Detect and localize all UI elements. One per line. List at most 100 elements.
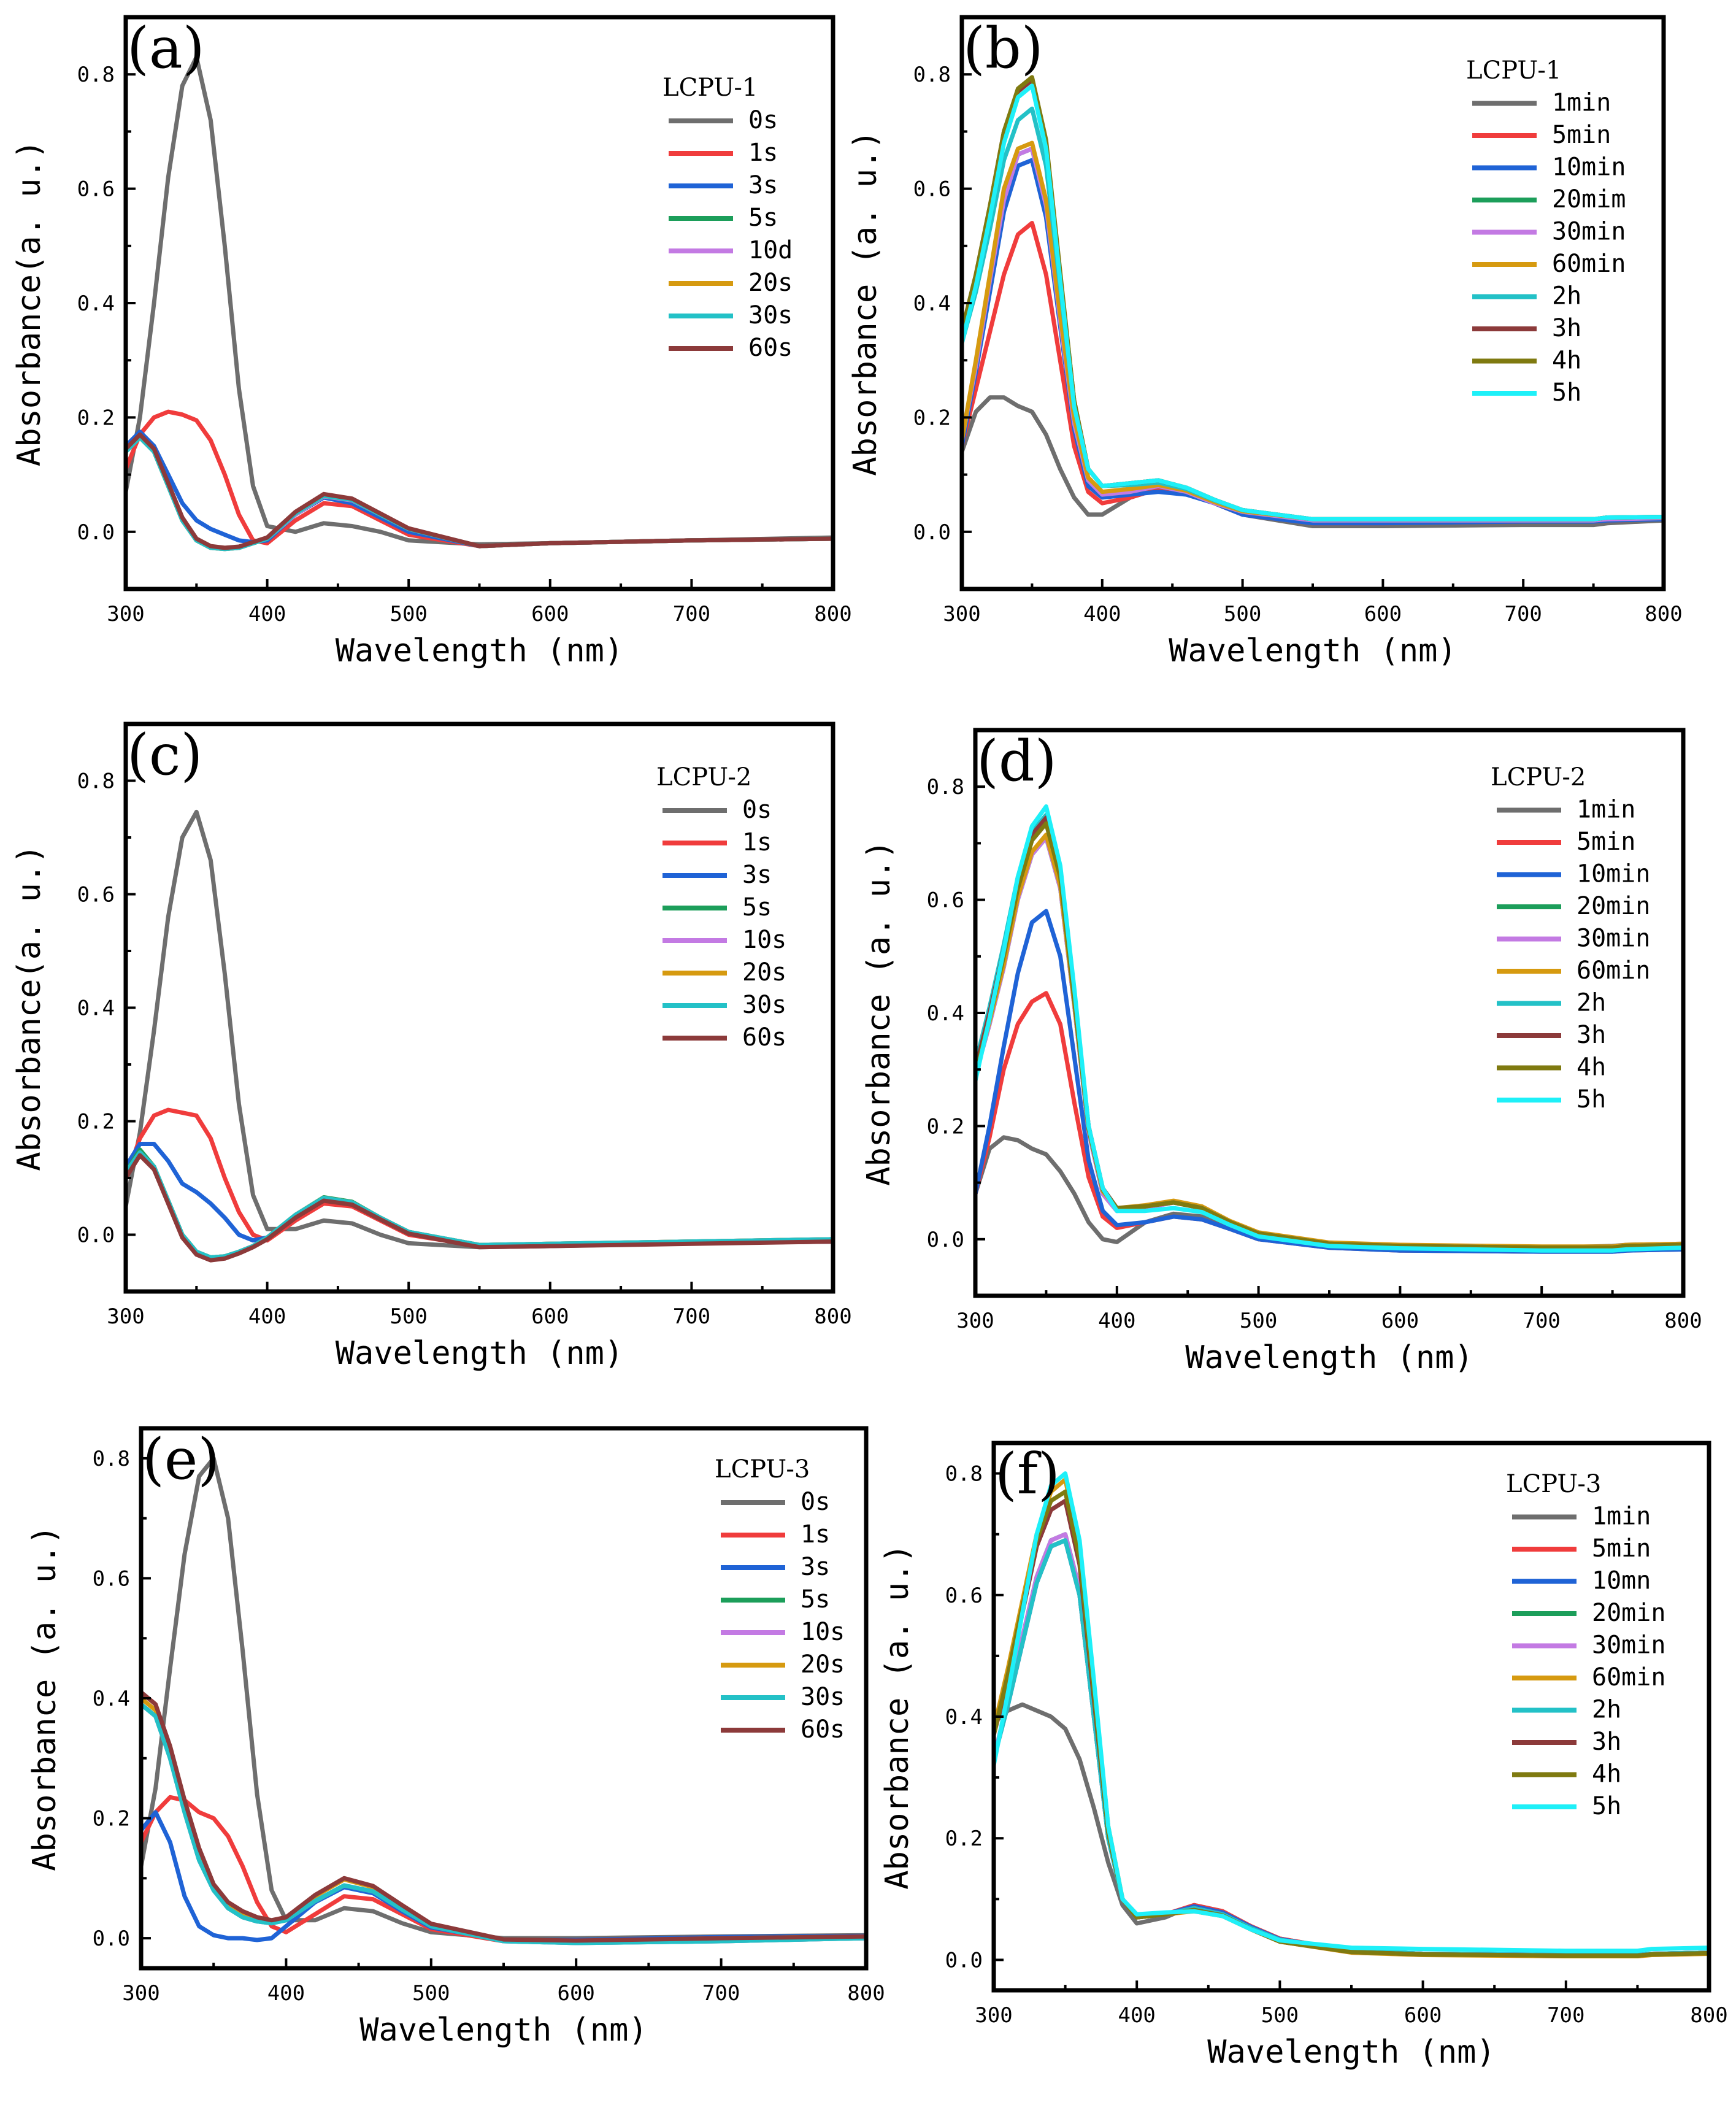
- series-group: [994, 1471, 1709, 1958]
- y-tick-label: 0.2: [927, 1114, 964, 1139]
- legend-label-1min: 1min: [1552, 89, 1611, 117]
- x-tick-label: 400: [248, 602, 286, 626]
- x-tick-label: 400: [267, 1981, 305, 2006]
- panel-b: 300 400 500 600 700 800 0.0 0.2 0.4 0.6 0.8 Wavelen…: [847, 15, 1683, 669]
- legend-label-20mim: 20mim: [1552, 185, 1626, 214]
- series-line-5h: [994, 1471, 1709, 1953]
- y-tick-label: 0.6: [77, 883, 115, 907]
- y-tick-label: 0.6: [927, 888, 964, 913]
- series-group: [126, 55, 833, 552]
- x-tick-label: 300: [107, 1304, 144, 1329]
- series-group: [975, 804, 1683, 1254]
- x-tick-label: 300: [943, 602, 980, 626]
- legend-label-60min: 60min: [1577, 956, 1650, 985]
- x-tick-label: 300: [107, 602, 144, 626]
- y-tick-label: 0.4: [945, 1705, 983, 1730]
- legend-label-30s: 30s: [742, 991, 786, 1019]
- legend-label-30min: 30min: [1577, 925, 1650, 953]
- x-tick-label: 500: [1261, 2003, 1299, 2028]
- x-tick-label: 600: [1404, 2003, 1442, 2028]
- y-tick-label: 0.0: [913, 520, 951, 545]
- x-tick-label: 600: [1381, 1309, 1419, 1333]
- legend-label-60s: 60s: [748, 334, 793, 362]
- x-axis-title: Wavelength (nm): [359, 2012, 648, 2049]
- legend-label-4h: 4h: [1552, 347, 1581, 375]
- y-tick-label: 0.8: [77, 769, 115, 794]
- y-tick-label: 0.8: [927, 775, 964, 799]
- panel-label: (e): [142, 1426, 220, 1492]
- legend-label-3h: 3h: [1552, 314, 1581, 342]
- x-tick-label: 300: [122, 1981, 159, 2006]
- x-tick-label: 600: [557, 1981, 594, 2006]
- x-tick-label: 800: [847, 1981, 885, 2006]
- panel-c: 300 400 500 600 700 800 0.0 0.2 0.4 0.6 0.8 Wavelen…: [11, 722, 852, 1372]
- legend-label-3h: 3h: [1592, 1728, 1621, 1756]
- legend-label-10mn: 10mn: [1592, 1567, 1651, 1595]
- legend-label-10min: 10min: [1552, 153, 1626, 182]
- panel-label: (b): [963, 15, 1043, 81]
- x-tick-label: 800: [814, 602, 851, 626]
- y-tick-label: 0.8: [945, 1462, 983, 1487]
- legend-label-60s: 60s: [801, 1715, 845, 1744]
- legend-label-4h: 4h: [1592, 1760, 1621, 1788]
- x-tick-label: 600: [531, 1304, 569, 1329]
- legend-label-0s: 0s: [742, 796, 772, 824]
- y-tick-label: 0.4: [93, 1687, 130, 1711]
- x-axis-title: Wavelength (nm): [1185, 1339, 1473, 1376]
- x-axis-title: Wavelength (nm): [1169, 633, 1457, 669]
- x-tick-label: 800: [1645, 602, 1682, 626]
- x-tick-label: 700: [1504, 602, 1542, 626]
- legend-label-1s: 1s: [748, 139, 778, 167]
- y-tick-label: 0.2: [913, 406, 951, 430]
- series-line-60s: [126, 1153, 833, 1263]
- x-tick-label: 700: [673, 602, 710, 626]
- x-tick-label: 300: [956, 1309, 994, 1333]
- series-line-60s: [141, 1690, 866, 1943]
- panel-label: (d): [977, 728, 1057, 794]
- legend: LCPU-3 0s 1s 3s 5s 10s 20s 30s 60s: [715, 1455, 845, 1744]
- legend-label-20min: 20min: [1577, 892, 1650, 920]
- y-axis-title: Absorbance (a. u.): [847, 130, 884, 476]
- series-group: [141, 1456, 866, 1946]
- series-line-0s: [126, 809, 833, 1250]
- legend-label-10s: 10s: [742, 926, 786, 954]
- legend-label-10s: 10s: [801, 1618, 845, 1646]
- legend-label-0s: 0s: [801, 1488, 830, 1516]
- y-axis-title: Absorbance (a. u.): [861, 840, 897, 1186]
- legend-label-60s: 60s: [742, 1023, 786, 1052]
- series-group: [126, 809, 833, 1263]
- legend-label-5s: 5s: [801, 1585, 830, 1614]
- x-axis-title: Wavelength (nm): [336, 1335, 624, 1372]
- x-tick-label: 600: [531, 602, 569, 626]
- legend-label-2h: 2h: [1552, 282, 1581, 310]
- panel-label: (f): [995, 1441, 1060, 1507]
- y-tick-label: 0.6: [945, 1584, 983, 1608]
- x-tick-label: 400: [1083, 602, 1121, 626]
- x-tick-label: 600: [1364, 602, 1402, 626]
- legend-label-1s: 1s: [801, 1520, 830, 1549]
- y-tick-label: 0.4: [913, 291, 951, 316]
- legend: LCPU-2 0s 1s 3s 5s 10s 20s 30s 60s: [656, 763, 786, 1052]
- y-tick-label: 0.4: [77, 996, 115, 1021]
- legend-label-10d: 10d: [748, 236, 793, 264]
- y-tick-label: 0.0: [945, 1948, 983, 1973]
- series-line-1s: [126, 409, 833, 548]
- series-line-60s: [126, 432, 833, 550]
- legend-label-20min: 20min: [1592, 1599, 1665, 1627]
- legend-label-2h: 2h: [1592, 1696, 1621, 1724]
- x-tick-label: 500: [390, 602, 427, 626]
- x-axis-title: Wavelength (nm): [1207, 2034, 1496, 2071]
- legend-title: LCPU-1: [1466, 56, 1561, 85]
- legend-label-1min: 1min: [1592, 1503, 1651, 1531]
- x-tick-label: 800: [814, 1304, 851, 1329]
- x-tick-label: 400: [1098, 1309, 1135, 1333]
- legend-label-2h: 2h: [1577, 989, 1606, 1017]
- x-tick-label: 500: [1240, 1309, 1277, 1333]
- legend-label-5min: 5min: [1592, 1534, 1651, 1563]
- x-tick-label: 300: [975, 2003, 1012, 2028]
- x-tick-label: 700: [702, 1981, 740, 2006]
- legend-title: LCPU-3: [715, 1455, 810, 1484]
- legend-title: LCPU-1: [663, 74, 758, 102]
- y-tick-label: 0.0: [927, 1228, 964, 1252]
- legend-label-3s: 3s: [748, 171, 778, 199]
